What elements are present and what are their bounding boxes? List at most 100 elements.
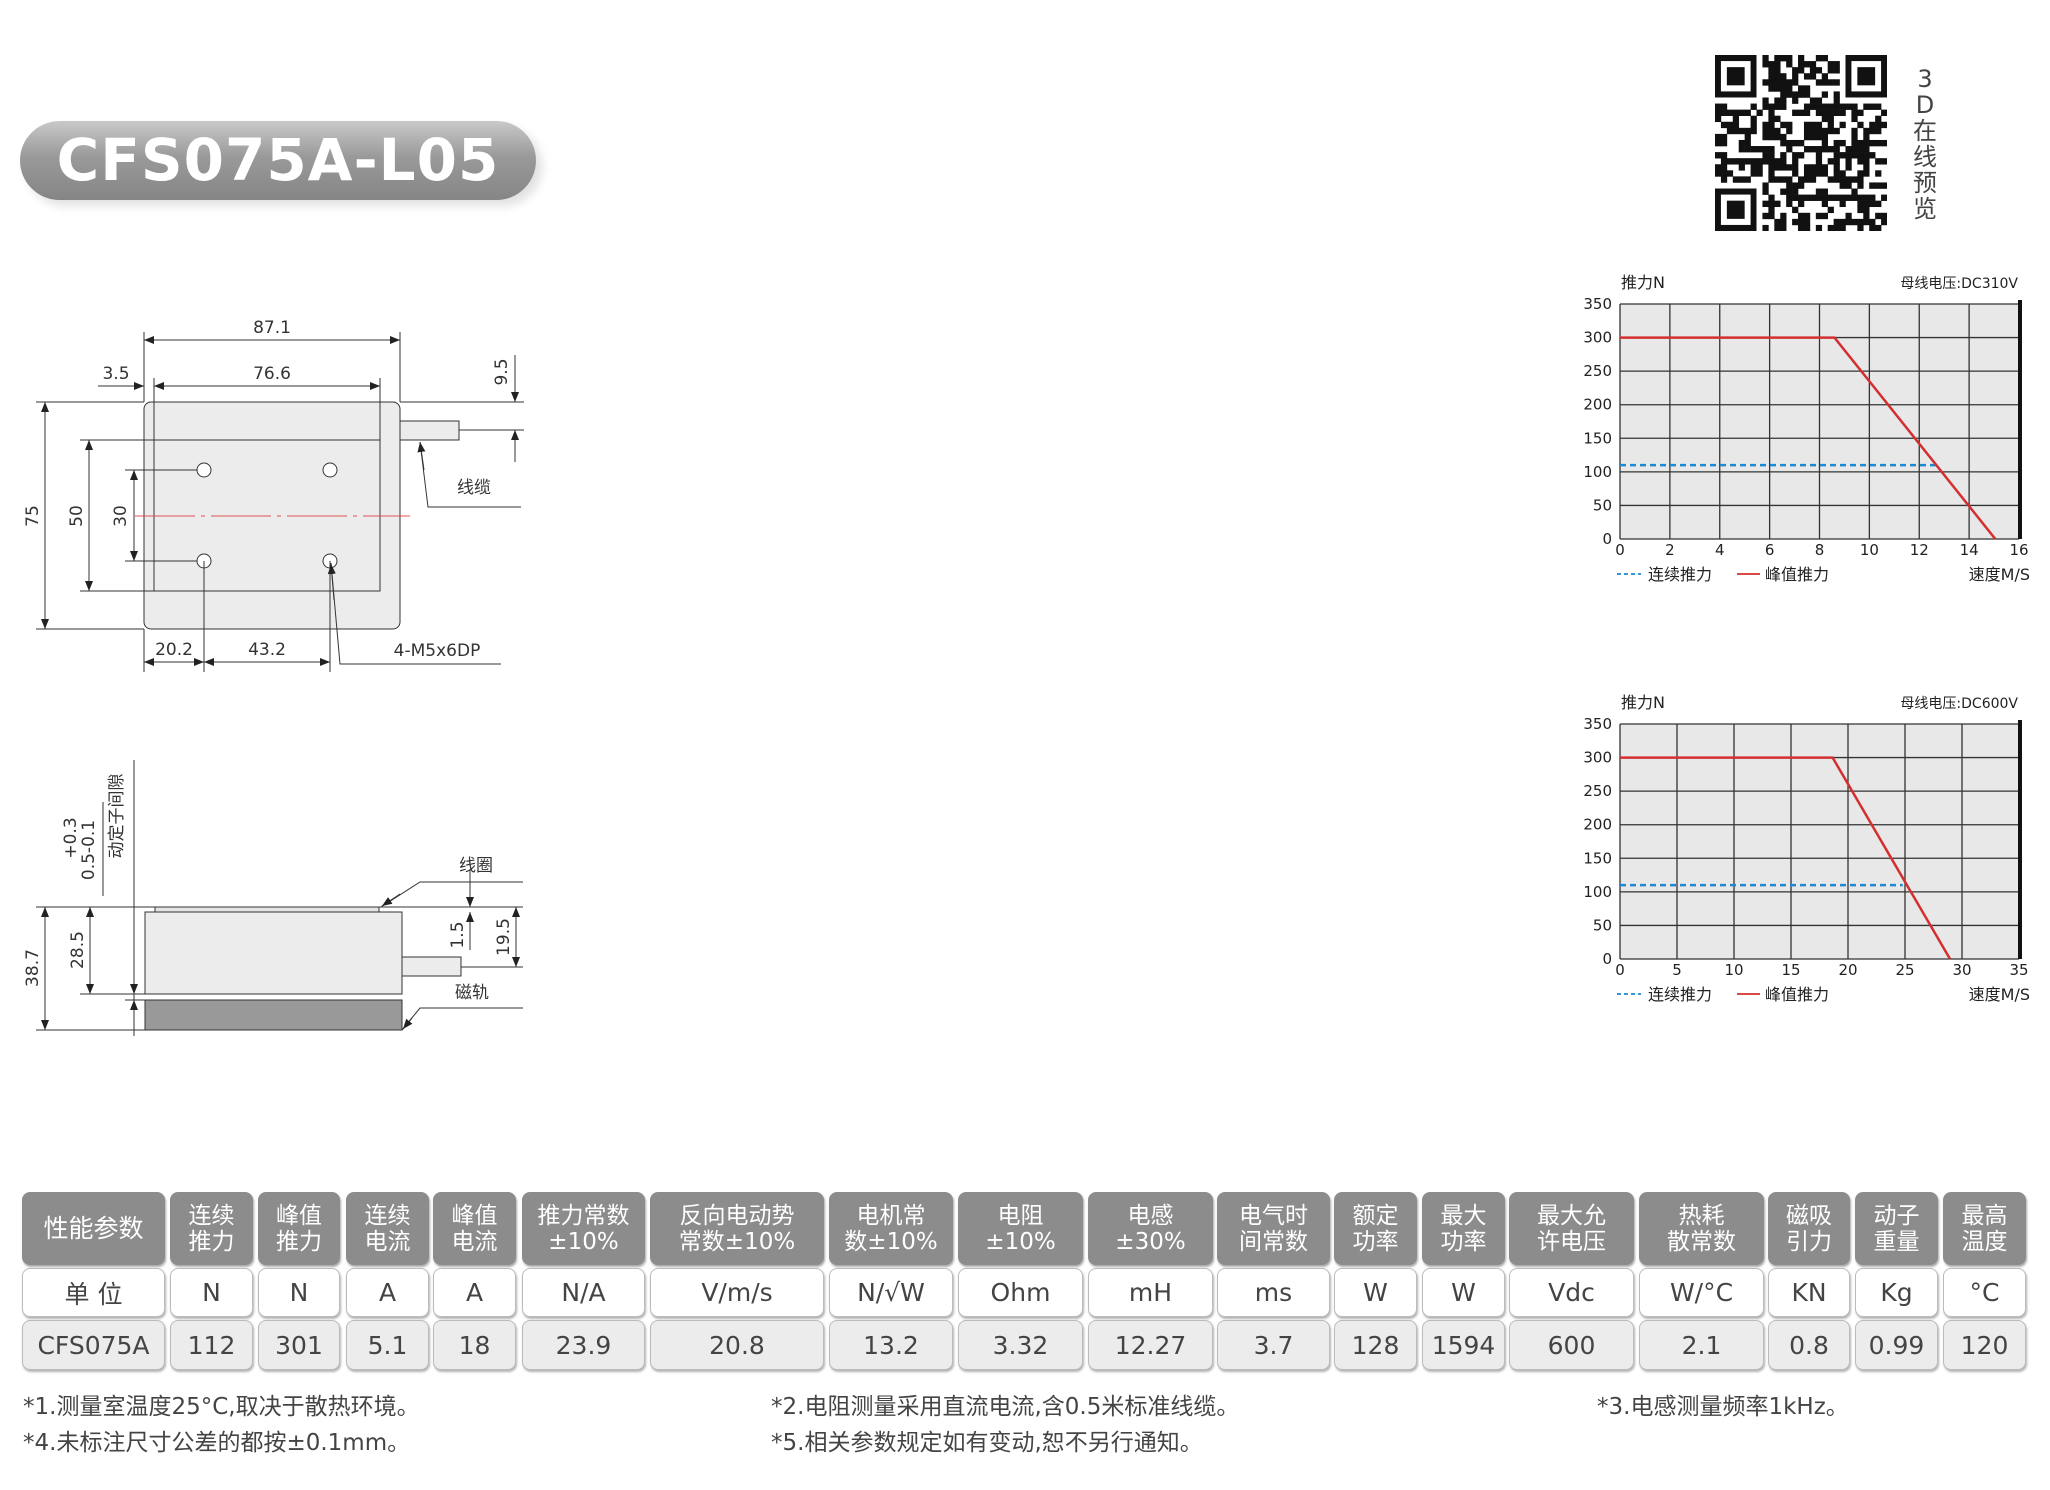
qr-module [1875, 170, 1882, 177]
qr-module [1803, 61, 1811, 68]
qr-module [1857, 170, 1864, 177]
qr-module [1774, 127, 1781, 135]
note-4: *4.未标注尺寸公差的都按±0.1mm。 [23, 1430, 411, 1456]
table-header-cell: 磁吸 引力 [1768, 1192, 1850, 1265]
qr-module [1720, 139, 1728, 147]
qr-module [1798, 212, 1805, 220]
qr-module [1732, 115, 1740, 123]
qr-module [1798, 55, 1805, 62]
qr-module [1815, 188, 1823, 195]
qr-module [1715, 139, 1722, 147]
y-tick-label: 250 [1583, 782, 1612, 800]
qr-module [1774, 73, 1781, 80]
table-value-cell: 12.27 [1088, 1320, 1213, 1370]
table-value-cell: CFS075A [22, 1320, 165, 1370]
qr-module [1762, 79, 1769, 86]
qr-module [1827, 127, 1834, 135]
qr-module [1750, 127, 1757, 135]
qr-module [1875, 121, 1882, 129]
qr-module [1762, 188, 1769, 195]
qr-module [1768, 164, 1775, 171]
qr-module [1780, 176, 1787, 183]
qr-module [1863, 218, 1870, 226]
qr-module [1762, 121, 1769, 129]
qr-module [1851, 139, 1858, 147]
qr-module [1827, 79, 1834, 86]
qr-module [1744, 127, 1751, 135]
qr-module [1792, 139, 1799, 147]
title-pill [20, 121, 536, 200]
x-tick-label: 20 [1838, 961, 1857, 979]
qr-module [1750, 103, 1757, 110]
qr-module [1815, 170, 1823, 177]
qr-module [1774, 79, 1781, 86]
qr-module [1762, 97, 1769, 104]
thread-spec: 4-M5x6DP [394, 641, 481, 661]
table-value-cell: 3.32 [958, 1320, 1083, 1370]
qr-module [1821, 115, 1828, 123]
qr-module [1833, 91, 1840, 98]
qr-module [1750, 115, 1757, 123]
qr-module [1774, 133, 1781, 141]
qr-module [1798, 194, 1805, 201]
qr-module [1750, 164, 1757, 171]
mount-hole [322, 462, 338, 478]
qr-module [1750, 121, 1757, 129]
qr-module [1839, 224, 1846, 231]
qr-module [1851, 146, 1858, 153]
qr-module [1821, 109, 1828, 116]
qr-module [1786, 121, 1793, 129]
x-tick-label: 8 [1815, 541, 1825, 559]
dim-hole-spacing-x: 43.2 [248, 640, 286, 660]
qr-module [1857, 224, 1864, 231]
dim-width: 75 [23, 505, 43, 527]
dim-mover-height: 28.5 [68, 931, 88, 969]
cable-label: 线缆 [457, 478, 491, 498]
x-tick-label: 0 [1615, 961, 1625, 979]
table-unit-cell: W [1334, 1268, 1417, 1317]
qr-module [1827, 206, 1834, 214]
qr-module [1869, 194, 1876, 201]
qr-module [1863, 206, 1870, 214]
qr-module [1744, 146, 1751, 153]
x-tick-label: 0 [1615, 541, 1625, 559]
qr-module [1786, 127, 1793, 135]
qr-module [1762, 200, 1769, 208]
qr-module [1833, 79, 1840, 86]
note-1: *1.测量室温度25°C,取决于散热环境。 [23, 1394, 420, 1420]
qr-module [1720, 164, 1728, 171]
x-tick-label: 4 [1715, 541, 1725, 559]
y-tick-label: 50 [1593, 916, 1612, 934]
qr-module [1798, 61, 1805, 68]
table-value-cell: 600 [1509, 1320, 1634, 1370]
table-header-cell: 推力常数 ±10% [522, 1192, 645, 1265]
table-unit-cell: A [346, 1268, 429, 1317]
dim-offset: 3.5 [102, 364, 129, 384]
table-value-cell: 23.9 [522, 1320, 645, 1370]
qr-code-icon [1715, 55, 1887, 231]
qr-module [1815, 103, 1823, 110]
qr-module [1756, 164, 1763, 171]
table-header-cell: 电机常 数±10% [829, 1192, 953, 1265]
qr-module [1792, 164, 1799, 171]
qr-module [1845, 152, 1852, 159]
qr-module [1833, 218, 1840, 226]
qr-module [1821, 91, 1828, 98]
qr-module [1738, 109, 1745, 116]
qr-module [1720, 176, 1728, 183]
cable-stub [401, 956, 462, 977]
qr-module [1798, 182, 1805, 189]
qr-module [1786, 61, 1793, 68]
qr-module [1750, 170, 1757, 177]
table-header-cell: 峰值 电流 [433, 1192, 516, 1265]
table-unit-cell: KN [1768, 1268, 1850, 1317]
qr-module [1821, 55, 1828, 62]
qr-module [1809, 164, 1817, 171]
table-header-cell: 连续 推力 [170, 1192, 253, 1265]
qr-module [1839, 170, 1846, 177]
qr-module [1720, 121, 1728, 129]
qr-module [1881, 212, 1887, 220]
qr-module [1839, 182, 1846, 189]
qr-module [1875, 103, 1882, 110]
qr-module [1744, 176, 1751, 183]
